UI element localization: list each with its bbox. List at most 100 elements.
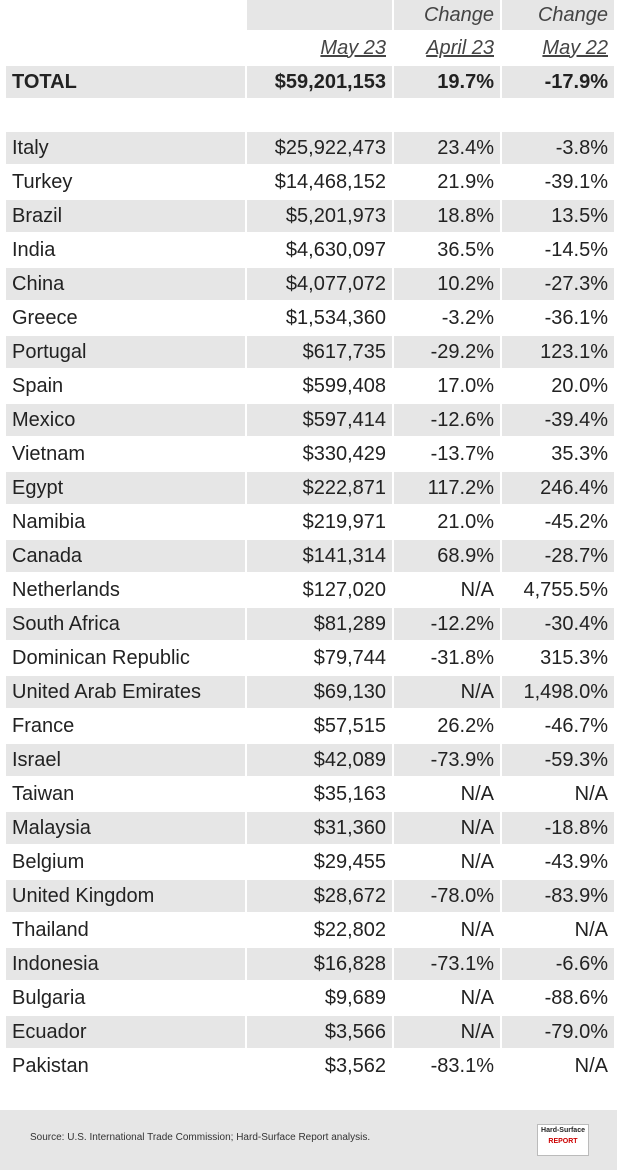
table-cell: 17.0% [437, 374, 494, 397]
table-cell: $16,828 [247, 948, 392, 980]
country: Belgium [12, 850, 85, 873]
table-cell: $29,455 [313, 850, 386, 873]
table-cell: 26.2% [437, 714, 494, 737]
table-cell: N/A [394, 1016, 500, 1048]
country: Brazil [6, 200, 245, 232]
country: United Arab Emirates [6, 676, 245, 708]
country: Ecuador [6, 1016, 245, 1048]
country: Taiwan [12, 782, 75, 805]
header-cell [6, 0, 245, 30]
table-cell: N/A [394, 676, 500, 708]
table-cell: 35.3% [551, 442, 608, 465]
country: Thailand [12, 918, 89, 941]
country: Mexico [6, 404, 245, 436]
table-cell: 315.3% [540, 646, 608, 669]
table-cell: 18.8% [394, 200, 500, 232]
table-cell: 1,498.0% [502, 676, 614, 708]
table-cell: -73.9% [394, 744, 500, 776]
period-label: May 23 [320, 36, 386, 59]
table-cell: $219,971 [302, 510, 386, 533]
period-label: May 22 [542, 36, 608, 59]
country: Netherlands [12, 578, 120, 601]
table-cell: -12.6% [394, 404, 500, 436]
table-cell: 68.9% [394, 540, 500, 572]
table-cell: $3,562 [324, 1054, 386, 1077]
table-cell: -28.7% [502, 540, 614, 572]
change-label: Change [394, 0, 500, 30]
table-cell: -14.5% [544, 238, 608, 261]
header-cell [247, 0, 392, 30]
table-cell: N/A [574, 1054, 608, 1077]
table-cell: -78.0% [394, 880, 500, 912]
table-cell: $141,314 [247, 540, 392, 572]
table-cell: $22,802 [313, 918, 386, 941]
table-cell: $14,468,152 [274, 170, 386, 193]
table-cell: 21.0% [437, 510, 494, 533]
table-cell: -27.3% [502, 268, 614, 300]
table-cell: N/A [460, 782, 494, 805]
table-cell: $599,408 [302, 374, 386, 397]
table-cell: N/A [574, 782, 608, 805]
country: South Africa [6, 608, 245, 640]
logo-text: REPORT [548, 1138, 578, 1145]
total-value: -17.9% [502, 66, 614, 98]
table-cell: $57,515 [313, 714, 386, 737]
table-cell: 36.5% [437, 238, 494, 261]
table-cell: -3.8% [502, 132, 614, 164]
table-cell: $330,429 [302, 442, 386, 465]
table-cell: N/A [460, 986, 494, 1009]
table-cell: $69,130 [247, 676, 392, 708]
table-cell: $4,630,097 [285, 238, 386, 261]
total-value: 19.7% [394, 66, 500, 98]
country: Vietnam [12, 442, 86, 465]
table-cell: -6.6% [502, 948, 614, 980]
table-cell: $3,566 [247, 1016, 392, 1048]
country: Pakistan [12, 1054, 89, 1077]
country: Canada [6, 540, 245, 572]
table-cell: -83.1% [430, 1054, 494, 1077]
table-cell: -83.9% [502, 880, 614, 912]
table-cell: 21.9% [437, 170, 494, 193]
table-cell: $79,744 [313, 646, 386, 669]
country: Italy [6, 132, 245, 164]
country: Spain [12, 374, 64, 397]
table-cell: 10.2% [394, 268, 500, 300]
table-cell: -73.1% [394, 948, 500, 980]
table-cell: -36.1% [544, 306, 608, 329]
country: India [12, 238, 56, 261]
country: United Kingdom [6, 880, 245, 912]
table-cell: -79.0% [502, 1016, 614, 1048]
country: Israel [6, 744, 245, 776]
table-cell: -3.2% [441, 306, 494, 329]
table-cell: 246.4% [502, 472, 614, 504]
table-cell: -45.2% [544, 510, 608, 533]
table-cell: -31.8% [430, 646, 494, 669]
country: China [6, 268, 245, 300]
table-cell: -59.3% [502, 744, 614, 776]
table-cell: -30.4% [502, 608, 614, 640]
total-value: $59,201,153 [247, 66, 392, 98]
table-cell: 123.1% [502, 336, 614, 368]
country: Turkey [12, 170, 73, 193]
logo-text: Hard-Surface [541, 1127, 585, 1134]
table-cell: -13.7% [430, 442, 494, 465]
table-cell: N/A [394, 812, 500, 844]
country: France [12, 714, 75, 737]
source-note: Source: U.S. International Trade Commiss… [30, 1132, 371, 1143]
table-cell: $35,163 [313, 782, 386, 805]
table-cell: $25,922,473 [247, 132, 392, 164]
table-cell: 23.4% [394, 132, 500, 164]
country: Indonesia [6, 948, 245, 980]
table-cell: -29.2% [394, 336, 500, 368]
table-cell: -12.2% [394, 608, 500, 640]
table-cell: $42,089 [247, 744, 392, 776]
table-cell: N/A [574, 918, 608, 941]
table-cell: $597,414 [247, 404, 392, 436]
table-cell: $222,871 [247, 472, 392, 504]
country: Portugal [6, 336, 245, 368]
table-cell: -88.6% [544, 986, 608, 1009]
table-cell: N/A [460, 578, 494, 601]
country: Namibia [12, 510, 86, 533]
period-label: April 23 [426, 36, 494, 59]
